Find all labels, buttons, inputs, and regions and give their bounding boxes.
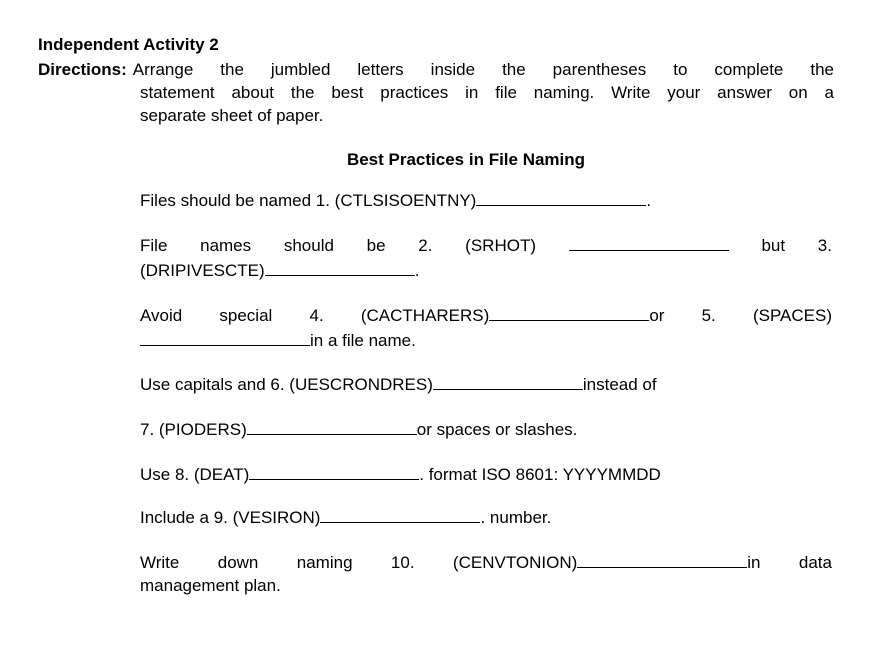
q8-text-pre: Use 8. (DEAT) [140, 465, 249, 484]
activity-title: Independent Activity 2 [38, 34, 834, 57]
q4-text-mid: or 5. (SPACES) [649, 306, 832, 325]
q3-text-pre: (DRIPIVESCTE) [140, 261, 265, 280]
directions-block: Directions: Arrange the jumbled letters … [38, 59, 834, 128]
q9-text-post: . number. [480, 508, 551, 527]
answer-blank-4[interactable] [489, 303, 649, 321]
question-8: Use 8. (DEAT) . format ISO 8601: YYYYMMDD [140, 462, 832, 487]
answer-blank-5[interactable] [140, 328, 310, 346]
q4-text-pre: Avoid special 4. (CACTHARERS) [140, 306, 489, 325]
section-subtitle: Best Practices in File Naming [38, 150, 834, 170]
q2-text-mid: but 3. [761, 236, 832, 255]
q5-text-post: in a file name. [310, 331, 416, 350]
q10-text-line2: management plan. [140, 576, 281, 595]
q9-text-pre: Include a 9. (VESIRON) [140, 508, 320, 527]
answer-blank-3[interactable] [265, 258, 415, 276]
answer-blank-6[interactable] [433, 372, 583, 390]
q7-text-post: or spaces or slashes. [417, 420, 578, 439]
answer-blank-7[interactable] [247, 417, 417, 435]
answer-blank-8[interactable] [249, 462, 419, 480]
q1-text-post: . [646, 191, 651, 210]
worksheet-page: Independent Activity 2 Directions: Arran… [0, 0, 872, 618]
directions-label: Directions: [38, 59, 127, 82]
question-10: Write down naming 10. (CENVTONION) in dat… [140, 550, 832, 598]
directions-line1: Arrange the jumbled letters inside the p… [133, 59, 834, 82]
question-4-5: Avoid special 4. (CACTHARERS) or 5. (SPAC… [140, 303, 832, 353]
q7-text-pre: 7. (PIODERS) [140, 420, 247, 439]
q10-text-mid: in data [747, 553, 832, 572]
q6-text-post: instead of [583, 375, 657, 394]
answer-blank-1[interactable] [476, 188, 646, 206]
q10-text-pre: Write down naming 10. (CENVTONION) [140, 553, 577, 572]
question-1: Files should be named 1. (CTLSISOENTNY). [140, 188, 832, 213]
directions-line2: statement about the best practices in fi… [38, 82, 834, 105]
answer-blank-9[interactable] [320, 505, 480, 523]
q3-text-post: . [415, 261, 420, 280]
directions-line3: separate sheet of paper. [38, 105, 834, 128]
questions-block: Files should be named 1. (CTLSISOENTNY).… [38, 188, 834, 598]
answer-blank-10[interactable] [577, 550, 747, 568]
question-2-3: File names should be 2. (SRHOT) but 3. (… [140, 233, 832, 283]
q6-text-pre: Use capitals and 6. (UESCRONDRES) [140, 375, 433, 394]
answer-blank-2[interactable] [569, 233, 729, 251]
question-6: Use capitals and 6. (UESCRONDRES) instead… [140, 372, 832, 397]
question-7: 7. (PIODERS) or spaces or slashes. [140, 417, 832, 442]
q2-text-pre: File names should be 2. (SRHOT) [140, 236, 536, 255]
q8-text-post: . format ISO 8601: YYYYMMDD [419, 465, 661, 484]
q1-text-pre: Files should be named 1. (CTLSISOENTNY) [140, 191, 476, 210]
question-9: Include a 9. (VESIRON) . number. [140, 505, 832, 530]
